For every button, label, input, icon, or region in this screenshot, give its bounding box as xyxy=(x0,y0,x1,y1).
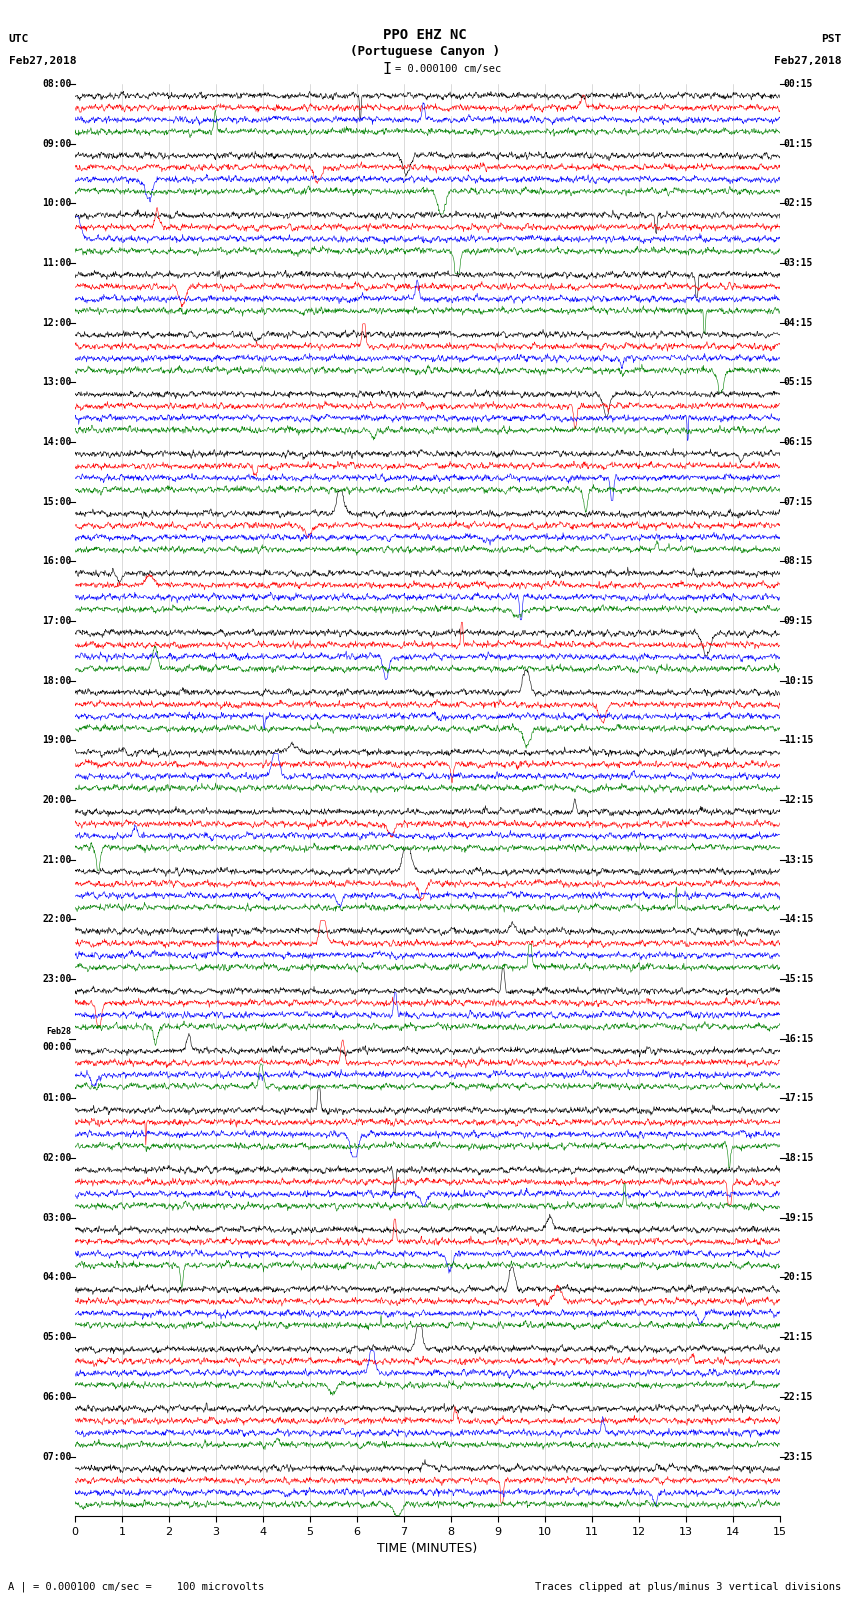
Text: (Portuguese Canyon ): (Portuguese Canyon ) xyxy=(350,45,500,58)
Bar xyxy=(75,1365,780,1369)
Bar xyxy=(75,469,780,474)
Text: 13:15: 13:15 xyxy=(784,855,813,865)
Text: 14:15: 14:15 xyxy=(784,915,813,924)
Bar xyxy=(75,708,780,713)
Bar xyxy=(75,827,780,832)
Text: 20:15: 20:15 xyxy=(784,1273,813,1282)
Bar xyxy=(75,529,780,534)
Bar xyxy=(75,1484,780,1489)
Text: 13:00: 13:00 xyxy=(42,377,71,387)
Text: 15:00: 15:00 xyxy=(42,497,71,506)
Text: 14:00: 14:00 xyxy=(42,437,71,447)
Bar xyxy=(75,589,780,594)
Text: 15:15: 15:15 xyxy=(784,974,813,984)
Text: 06:00: 06:00 xyxy=(42,1392,71,1402)
Text: Feb27,2018: Feb27,2018 xyxy=(8,56,76,66)
Text: 23:00: 23:00 xyxy=(42,974,71,984)
Text: 02:15: 02:15 xyxy=(784,198,813,208)
Text: 01:00: 01:00 xyxy=(42,1094,71,1103)
Text: 12:15: 12:15 xyxy=(784,795,813,805)
Bar xyxy=(75,947,780,952)
Text: = 0.000100 cm/sec: = 0.000100 cm/sec xyxy=(395,65,501,74)
Text: 07:00: 07:00 xyxy=(42,1452,71,1461)
Bar xyxy=(75,1305,780,1310)
Text: 19:15: 19:15 xyxy=(784,1213,813,1223)
Text: 04:00: 04:00 xyxy=(42,1273,71,1282)
Bar xyxy=(75,1126,780,1131)
Text: I: I xyxy=(382,61,391,77)
Text: 01:15: 01:15 xyxy=(784,139,813,148)
Text: Feb28: Feb28 xyxy=(47,1026,71,1036)
Text: 03:15: 03:15 xyxy=(784,258,813,268)
Bar xyxy=(75,171,780,176)
Text: 21:15: 21:15 xyxy=(784,1332,813,1342)
Text: 22:15: 22:15 xyxy=(784,1392,813,1402)
Bar xyxy=(75,111,780,116)
Text: Feb27,2018: Feb27,2018 xyxy=(774,56,842,66)
Text: 06:15: 06:15 xyxy=(784,437,813,447)
Text: 20:00: 20:00 xyxy=(42,795,71,805)
Bar xyxy=(75,887,780,892)
Text: 00:00: 00:00 xyxy=(42,1042,71,1052)
Text: 04:15: 04:15 xyxy=(784,318,813,327)
Text: 16:00: 16:00 xyxy=(42,556,71,566)
Text: 08:15: 08:15 xyxy=(784,556,813,566)
Text: 05:00: 05:00 xyxy=(42,1332,71,1342)
Text: 16:15: 16:15 xyxy=(784,1034,813,1044)
Bar xyxy=(75,231,780,235)
Text: 02:00: 02:00 xyxy=(42,1153,71,1163)
Bar xyxy=(75,1186,780,1190)
Text: 10:15: 10:15 xyxy=(784,676,813,686)
Bar xyxy=(75,410,780,415)
Text: 05:15: 05:15 xyxy=(784,377,813,387)
Text: 08:00: 08:00 xyxy=(42,79,71,89)
Text: 17:15: 17:15 xyxy=(784,1094,813,1103)
Text: 21:00: 21:00 xyxy=(42,855,71,865)
Text: PPO EHZ NC: PPO EHZ NC xyxy=(383,29,467,42)
Text: 12:00: 12:00 xyxy=(42,318,71,327)
Bar xyxy=(75,290,780,295)
Text: A | = 0.000100 cm/sec =    100 microvolts: A | = 0.000100 cm/sec = 100 microvolts xyxy=(8,1582,264,1592)
Text: 00:15: 00:15 xyxy=(784,79,813,89)
Bar xyxy=(75,1007,780,1011)
Text: 11:00: 11:00 xyxy=(42,258,71,268)
Text: 17:00: 17:00 xyxy=(42,616,71,626)
Text: PST: PST xyxy=(821,34,842,44)
Text: 22:00: 22:00 xyxy=(42,915,71,924)
Text: 18:00: 18:00 xyxy=(42,676,71,686)
Text: UTC: UTC xyxy=(8,34,29,44)
Text: 07:15: 07:15 xyxy=(784,497,813,506)
Text: 19:00: 19:00 xyxy=(42,736,71,745)
Text: Traces clipped at plus/minus 3 vertical divisions: Traces clipped at plus/minus 3 vertical … xyxy=(536,1582,842,1592)
Text: 10:00: 10:00 xyxy=(42,198,71,208)
Text: 09:00: 09:00 xyxy=(42,139,71,148)
Bar xyxy=(75,1066,780,1071)
Text: 11:15: 11:15 xyxy=(784,736,813,745)
Bar xyxy=(75,1424,780,1429)
X-axis label: TIME (MINUTES): TIME (MINUTES) xyxy=(377,1542,478,1555)
Bar xyxy=(75,648,780,653)
Bar xyxy=(75,350,780,355)
Text: 18:15: 18:15 xyxy=(784,1153,813,1163)
Text: 23:15: 23:15 xyxy=(784,1452,813,1461)
Bar xyxy=(75,1245,780,1250)
Text: 03:00: 03:00 xyxy=(42,1213,71,1223)
Text: 09:15: 09:15 xyxy=(784,616,813,626)
Bar xyxy=(75,768,780,773)
